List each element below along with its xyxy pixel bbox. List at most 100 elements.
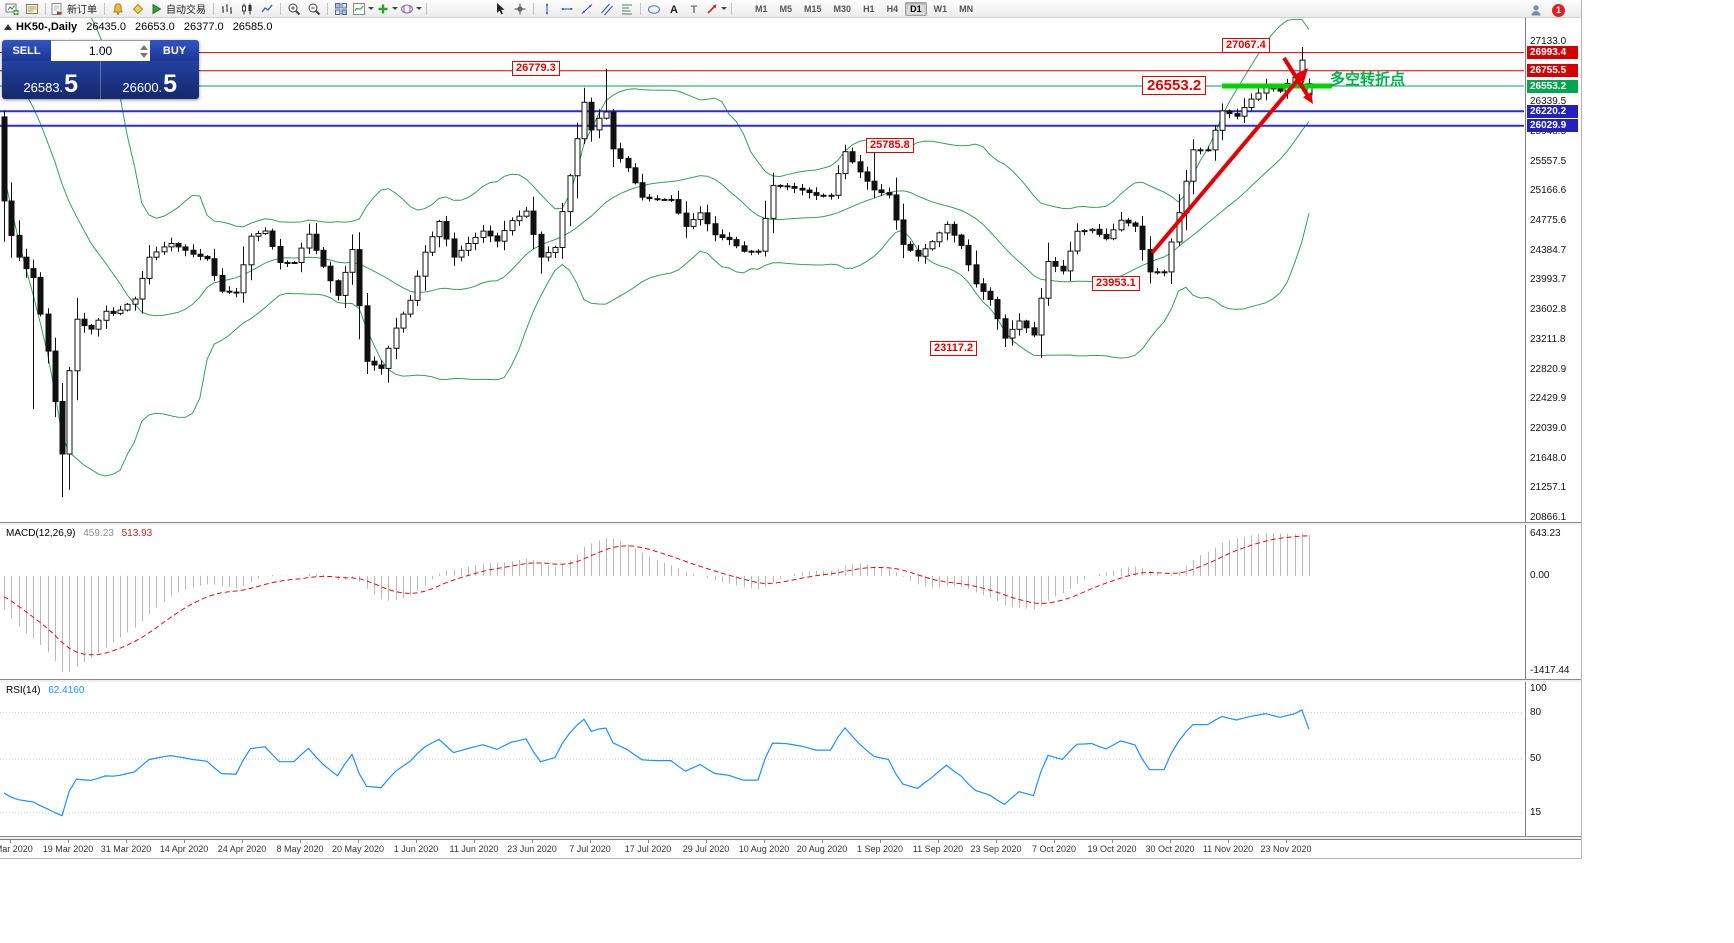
one-click-collapse-icon[interactable]	[4, 24, 12, 30]
timeframe-m30-button[interactable]: M30	[833, 3, 852, 14]
shapes-button[interactable]	[645, 1, 663, 17]
vertical-line-button[interactable]	[538, 1, 556, 17]
arrows-button[interactable]	[705, 1, 727, 17]
toolbar-separator	[731, 2, 732, 15]
text-button[interactable]: A	[665, 1, 683, 17]
rsi-line	[3, 709, 1310, 817]
macd-signal-value: 513.93	[121, 528, 153, 539]
timeframe-m1-button[interactable]: M1	[755, 3, 768, 14]
tile-windows-button[interactable]	[332, 1, 350, 17]
crosshair-icon	[514, 3, 526, 14]
add-indicator-button[interactable]	[376, 1, 398, 17]
text-label-button[interactable]: T	[685, 1, 703, 17]
horizontal-line-button[interactable]	[558, 1, 576, 17]
date-label: 10 Aug 2020	[738, 844, 790, 854]
open-value: 26435.0	[86, 21, 126, 33]
zoom-out-button[interactable]	[305, 1, 323, 17]
zoom-out-icon	[308, 3, 321, 15]
macd-canvas[interactable]	[0, 525, 1525, 679]
bar-chart-button[interactable]	[218, 1, 236, 17]
profiles-button[interactable]	[23, 1, 41, 17]
turning-point-note[interactable]: 多空转折点	[1330, 71, 1406, 88]
cycles-button[interactable]	[400, 1, 422, 17]
new-order-button[interactable]: 新订单	[50, 1, 100, 17]
hline-icon	[561, 7, 573, 10]
price-axis-marker: 26993.4	[1527, 46, 1578, 59]
rsi-name: RSI(14)	[6, 685, 41, 696]
price-annotation[interactable]: 26553.2	[1142, 76, 1207, 95]
time-axis[interactable]: 9 Mar 2020 19 Mar 2020 31 Mar 2020 14 Apr 2…	[0, 839, 1581, 858]
dropdown-caret-icon[interactable]	[721, 7, 727, 10]
timeframe-h1-button[interactable]: H1	[863, 3, 875, 14]
zoom-in-button[interactable]	[285, 1, 303, 17]
timeframe-m5-button[interactable]: M5	[779, 3, 793, 14]
date-label: 11 Sep 2020	[912, 844, 964, 854]
rsi-canvas[interactable]	[0, 682, 1525, 836]
autotrading-button[interactable]: 自动交易	[149, 1, 209, 17]
volume-spinner[interactable]	[140, 43, 148, 59]
rsi-axis-label: 50	[1530, 753, 1542, 764]
bb-upper-line	[84, 0, 1310, 228]
macd-axis-label: -1417.44	[1530, 665, 1570, 676]
price-axis-label: 22820.9	[1530, 364, 1567, 375]
buy-price[interactable]: 26600. 5	[101, 61, 200, 99]
price-annotation[interactable]: 23953.1	[1092, 276, 1140, 291]
timeframe-mn-button[interactable]: MN	[959, 3, 974, 14]
fibonacci-button[interactable]	[618, 1, 636, 17]
date-label: 19 Oct 2020	[1087, 844, 1137, 854]
channel-icon	[601, 3, 613, 15]
line-chart-button[interactable]	[258, 1, 276, 17]
cycles-icon	[401, 4, 413, 13]
timeframe-w1-button[interactable]: W1	[933, 3, 948, 14]
dropdown-caret-icon[interactable]	[392, 7, 398, 10]
price-annotation[interactable]: 23117.2	[930, 341, 978, 356]
plus-green-icon	[378, 4, 388, 13]
timeframe-m15-button[interactable]: M15	[804, 3, 822, 14]
price-axis-marker: 26220.2	[1527, 105, 1578, 118]
price-axis-label: 23993.7	[1530, 274, 1567, 285]
equidistant-channel-button[interactable]	[598, 1, 616, 17]
volume-input[interactable]: 1.00	[51, 40, 150, 61]
macd-axis[interactable]: 643.23 0.00 -1417.44	[1525, 525, 1581, 679]
price-axis[interactable]: 27133.026339.525948.525557.525166.624775…	[1525, 18, 1581, 523]
toolbar-separator	[533, 2, 534, 15]
trendline-button[interactable]	[578, 1, 596, 17]
price-axis-label: 23211.8	[1530, 334, 1566, 345]
sell-button[interactable]: SELL	[2, 40, 51, 61]
candlestick-chart-button[interactable]	[238, 1, 256, 17]
notifications-badge[interactable]: 1	[1552, 3, 1565, 17]
price-annotation[interactable]: 25785.8	[866, 138, 914, 153]
svg-text:T: T	[691, 4, 698, 16]
price-chart-canvas[interactable]	[0, 0, 1525, 522]
price-annotation[interactable]: 27067.4	[1222, 38, 1270, 53]
chart-candle-icon	[242, 3, 252, 14]
date-label: 29 Jul 2020	[682, 844, 730, 854]
buy-button[interactable]: BUY	[150, 40, 199, 61]
rsi-axis-label: 100	[1530, 683, 1547, 694]
date-label: 14 Apr 2020	[159, 844, 209, 854]
panel-separator[interactable]	[0, 836, 1581, 839]
panel-separator[interactable]	[0, 679, 1581, 682]
crosshair-button[interactable]	[511, 1, 529, 17]
trend-arrows[interactable]	[1150, 56, 1313, 255]
rsi-axis[interactable]: 100 80 50 15	[1525, 682, 1581, 836]
timeframe-h4-button[interactable]: H4	[886, 3, 899, 14]
toolbar-separator	[327, 2, 328, 15]
new-chart-button[interactable]	[3, 1, 21, 17]
dropdown-caret-icon[interactable]	[368, 7, 374, 10]
metaeditor-button[interactable]	[129, 1, 147, 17]
sell-price[interactable]: 26583. 5	[2, 61, 101, 99]
panel-separator[interactable]	[0, 522, 1581, 525]
rsi-axis-label: 15	[1530, 807, 1542, 818]
toolbar-separator	[426, 2, 427, 15]
community-icon	[1531, 5, 1541, 16]
cursor-button[interactable]	[491, 1, 509, 17]
indicators-button[interactable]	[352, 1, 374, 17]
community-button[interactable]	[1527, 2, 1545, 18]
timeframe-d1-button[interactable]: D1	[905, 1, 927, 16]
dropdown-caret-icon[interactable]	[416, 7, 422, 10]
price-annotation[interactable]: 26779.3	[512, 61, 560, 76]
date-label: 11 Nov 2020	[1202, 844, 1254, 854]
alerts-button[interactable]	[109, 1, 127, 17]
macd-axis-label: 0.00	[1530, 570, 1550, 581]
